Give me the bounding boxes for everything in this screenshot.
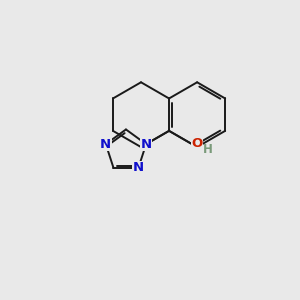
Text: N: N (140, 138, 152, 151)
Text: N: N (133, 161, 144, 174)
Text: O: O (192, 137, 203, 151)
Text: N: N (100, 138, 111, 151)
Text: H: H (202, 143, 212, 156)
